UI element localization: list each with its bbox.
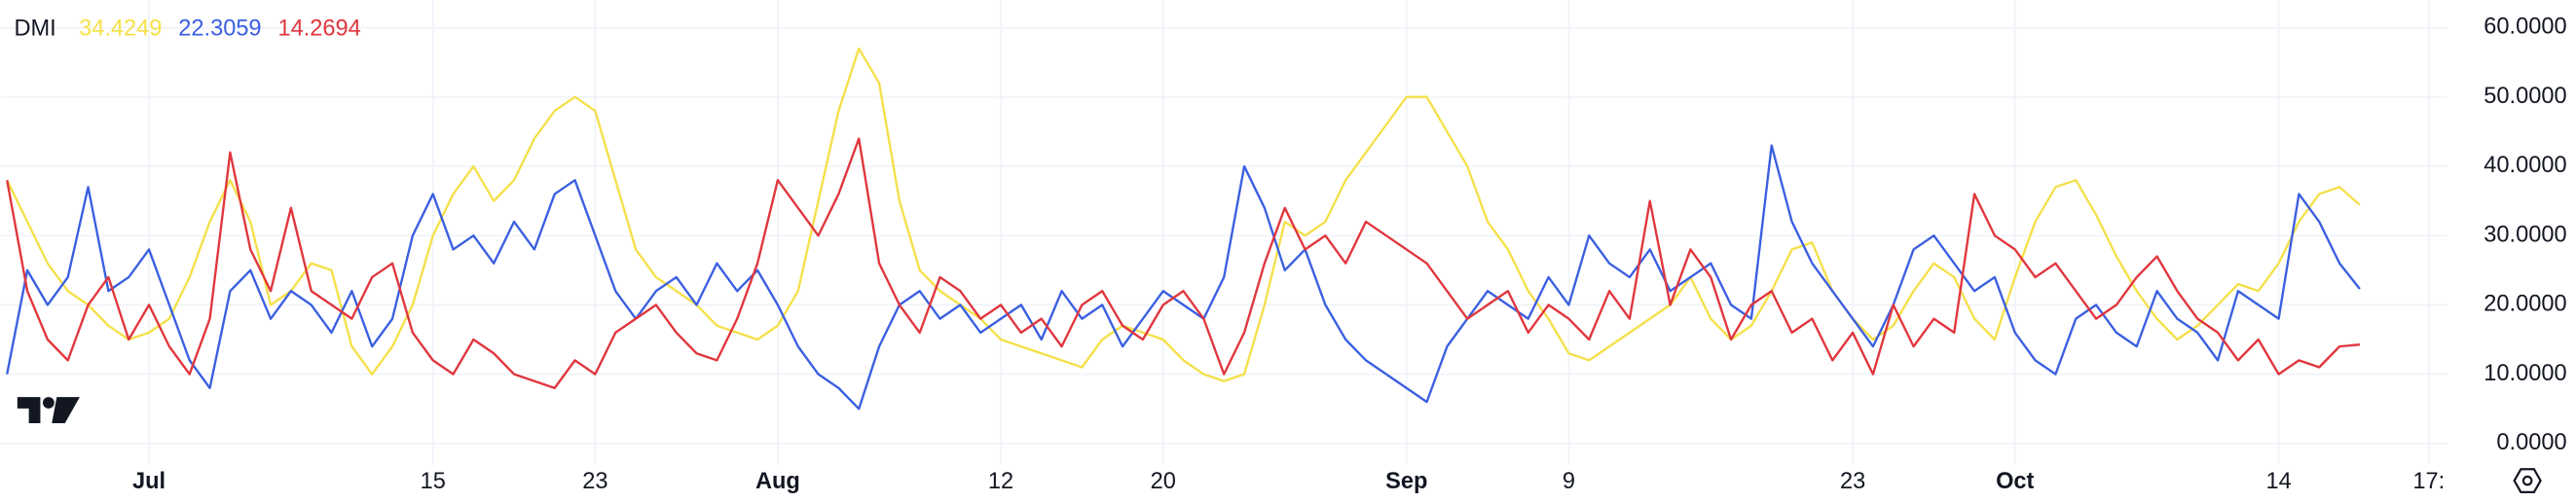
legend-value: 34.4249: [79, 17, 162, 42]
x-tick-label: Oct: [1996, 469, 2034, 494]
plot: [6, 47, 2361, 411]
y-tick-label: 20.0000: [2484, 292, 2566, 317]
x-tick-label: 23: [582, 469, 607, 494]
x-tick-label: Aug: [755, 469, 800, 494]
tradingview-logo: [17, 397, 80, 424]
grid: [0, 0, 2447, 465]
dmi-line: [6, 144, 2361, 411]
x-tick-label: Jul: [132, 469, 166, 494]
y-tick-label: 40.0000: [2484, 153, 2566, 178]
x-tick-label: 9: [1563, 469, 1575, 494]
legend-value: 14.2694: [277, 17, 360, 42]
y-tick-label: 10.0000: [2484, 361, 2566, 386]
x-tick-label: 23: [1840, 469, 1865, 494]
y-tick-label: 50.0000: [2484, 84, 2566, 109]
x-tick-label: 12: [988, 469, 1013, 494]
x-tick-label: 20: [1151, 469, 1176, 494]
x-tick-label: 14: [2265, 469, 2291, 494]
y-tick-label: 0.0000: [2496, 430, 2566, 455]
x-tick-label: 17:: [2412, 469, 2445, 494]
settings-icon[interactable]: [2513, 468, 2542, 493]
legend-value: 22.3059: [178, 17, 261, 42]
legend: DMI 34.4249 22.3059 14.2694: [14, 17, 360, 42]
y-tick-label: 60.0000: [2484, 15, 2566, 40]
axes: 0.0000 10.0000 20.0000 30.0000 40.0000 50.000…: [132, 15, 2567, 494]
dmi-line: [6, 137, 2361, 390]
dmi-line: [6, 47, 2361, 382]
legend-title: DMI: [14, 17, 55, 42]
x-tick-label: Sep: [1385, 469, 1427, 494]
x-tick-label: 15: [421, 469, 446, 494]
y-tick-label: 30.0000: [2484, 222, 2566, 247]
